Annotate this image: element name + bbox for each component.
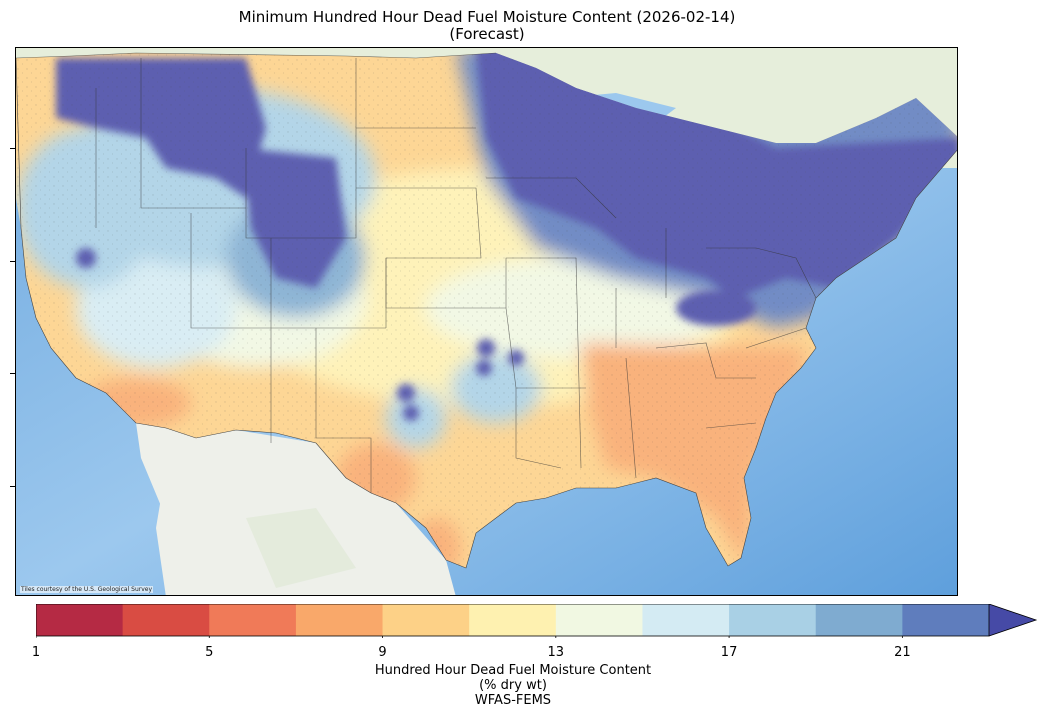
chart-title: Minimum Hundred Hour Dead Fuel Moisture … (0, 9, 974, 43)
colorbar-extend-triangle (989, 604, 1036, 636)
colorbar-segment (555, 604, 643, 636)
colorbar-segment (295, 604, 384, 636)
colorbar-segment (382, 604, 470, 636)
y-axis-tick (10, 486, 15, 487)
title-line-2: (Forecast) (449, 25, 525, 43)
colorbar-tick-label: 5 (205, 645, 214, 660)
colorbar-segment (469, 604, 557, 636)
title-line-1: Minimum Hundred Hour Dead Fuel Moisture … (238, 8, 736, 26)
colorbar (36, 604, 1038, 638)
colorbar-label-line2: (% dry wt) (479, 678, 547, 693)
colorbar-segment (209, 604, 297, 636)
map-attribution: Tiles courtesy of the U.S. Geological Su… (20, 586, 154, 593)
colorbar-label-line3: WFAS-FEMS (474, 693, 552, 708)
colorbar-segment (122, 604, 210, 636)
colorbar-tick-label: 9 (378, 645, 387, 660)
colorbar-segment (729, 604, 817, 636)
map-panel[interactable]: Tiles courtesy of the U.S. Geological Su… (15, 47, 958, 596)
colorbar-segment (815, 604, 903, 636)
colorbar-label-line1: Hundred Hour Dead Fuel Moisture Content (374, 663, 652, 678)
colorbar-label: Hundred Hour Dead Fuel Moisture Content … (0, 663, 1026, 708)
colorbar-segment (36, 604, 124, 636)
map-canvas (16, 48, 957, 595)
colorbar-tick-label: 1 (31, 645, 41, 660)
colorbar-segment (902, 604, 990, 636)
colorbar-tick-label: 21 (894, 645, 911, 660)
colorbar-tick-label: 13 (547, 645, 565, 660)
y-axis-tick (10, 148, 15, 149)
colorbar-segment (642, 604, 730, 636)
y-axis-tick (10, 261, 15, 262)
y-axis-tick (10, 373, 15, 374)
colorbar-tick-label: 17 (720, 645, 738, 660)
